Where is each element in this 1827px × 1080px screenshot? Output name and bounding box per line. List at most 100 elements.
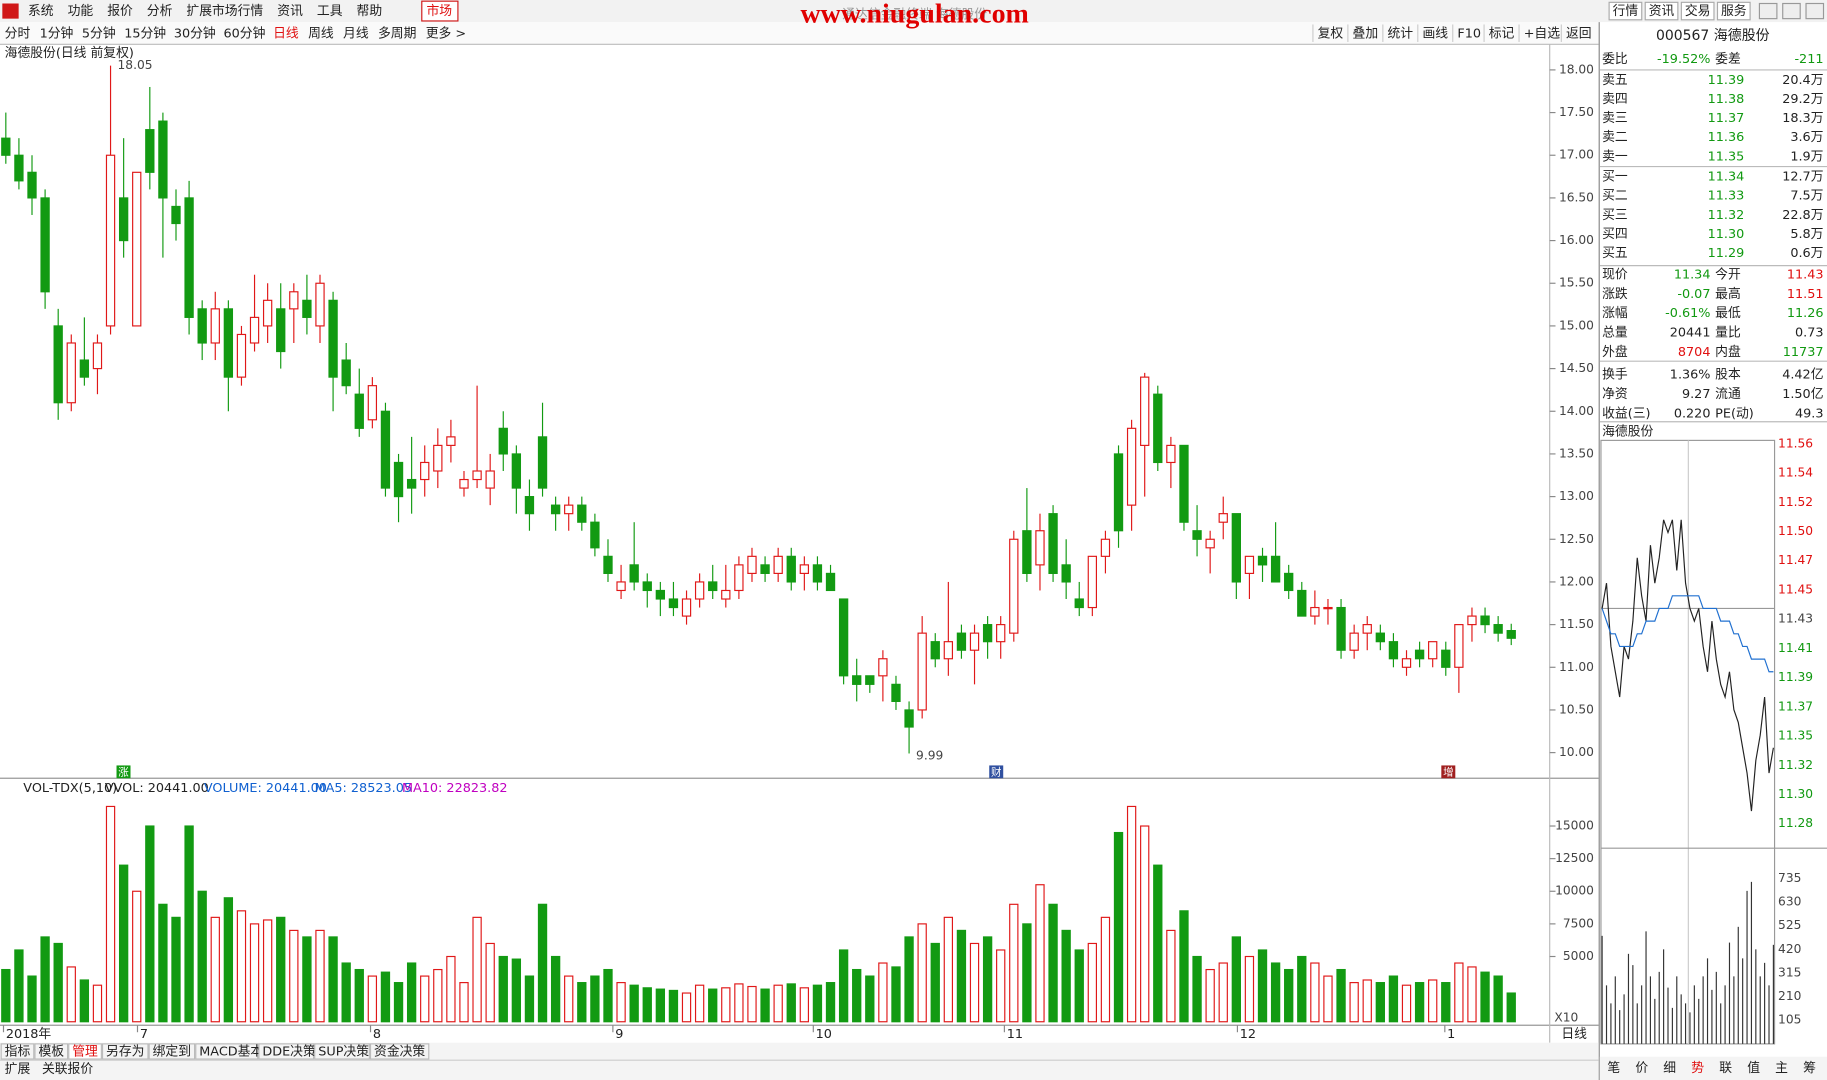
period-button[interactable]: 日线 bbox=[273, 26, 299, 41]
bottom-tab-label[interactable]: 另存为 bbox=[106, 1045, 144, 1060]
candle-body bbox=[1074, 598, 1084, 609]
top-button-label[interactable]: 行情 bbox=[1613, 4, 1639, 19]
window-button[interactable] bbox=[1758, 2, 1778, 20]
period-button[interactable]: 1分钟 bbox=[40, 25, 74, 41]
candle-body bbox=[328, 299, 338, 378]
period-button[interactable]: 60分钟 bbox=[223, 25, 265, 41]
bottom-tab-label[interactable]: 模板 bbox=[38, 1045, 64, 1060]
tool-button[interactable]: F10 bbox=[1457, 26, 1481, 41]
quote-value: -211 bbox=[1794, 52, 1823, 67]
app-icon bbox=[2, 3, 19, 19]
minute-vol-label: 210 bbox=[1778, 989, 1801, 1003]
menu-item[interactable]: 功能 bbox=[68, 4, 94, 19]
bottom-tab[interactable] bbox=[101, 1043, 149, 1060]
top-button[interactable] bbox=[1680, 1, 1715, 21]
period-button[interactable]: 5分钟 bbox=[82, 25, 116, 41]
minute-y-label: 11.56 bbox=[1778, 436, 1813, 450]
bottom-tab-label[interactable]: 扩展 bbox=[5, 1062, 31, 1077]
candle-body bbox=[459, 478, 469, 489]
menu-item[interactable]: 资讯 bbox=[277, 4, 303, 19]
bottom-tab-label[interactable]: 指标 bbox=[5, 1045, 31, 1060]
volume-bar bbox=[786, 983, 796, 1023]
volume-bar bbox=[930, 942, 940, 1023]
minute-tab[interactable]: 价 bbox=[1635, 1061, 1648, 1076]
menu-item[interactable]: 分析 bbox=[147, 4, 173, 19]
period-button[interactable]: 多周期 bbox=[378, 26, 416, 41]
bottom-tab[interactable] bbox=[258, 1043, 315, 1060]
top-button[interactable] bbox=[1608, 1, 1643, 21]
minute-tab[interactable]: 值 bbox=[1747, 1060, 1760, 1076]
book-price: 11.37 bbox=[1708, 111, 1745, 126]
volume-bar bbox=[158, 903, 168, 1023]
minute-tab[interactable]: 势 bbox=[1691, 1060, 1704, 1076]
volume-bar bbox=[92, 984, 103, 1023]
window-button[interactable] bbox=[1805, 2, 1825, 20]
volume-bar bbox=[14, 949, 24, 1023]
candle-body bbox=[1297, 589, 1307, 617]
bottom-tab[interactable] bbox=[369, 1043, 430, 1060]
volume-bar bbox=[79, 979, 90, 1023]
tool-button[interactable]: 复权 bbox=[1318, 25, 1344, 41]
minute-tab[interactable]: 联 bbox=[1719, 1061, 1732, 1076]
period-button[interactable]: 月线 bbox=[343, 26, 369, 41]
tool-button[interactable]: 返回 bbox=[1566, 26, 1592, 41]
candle-body bbox=[14, 154, 24, 182]
period-button[interactable]: 周线 bbox=[308, 26, 334, 41]
top-button-label[interactable]: 交易 bbox=[1685, 3, 1711, 19]
menu-item[interactable]: 帮助 bbox=[357, 4, 383, 19]
minute-tab[interactable]: 笔 bbox=[1607, 1060, 1620, 1076]
candle-body bbox=[550, 504, 561, 515]
menu-item[interactable]: 工具 bbox=[317, 4, 343, 19]
book-level: 卖一 bbox=[1602, 149, 1628, 164]
minute-y-label: 11.43 bbox=[1778, 612, 1813, 626]
volume-bar bbox=[668, 989, 679, 1023]
top-button-label[interactable]: 资讯 bbox=[1649, 4, 1675, 19]
window-button[interactable] bbox=[1782, 2, 1801, 20]
menu-item[interactable]: 扩展市场行情 bbox=[186, 3, 263, 19]
tool-button[interactable]: 画线 bbox=[1422, 26, 1448, 41]
bottom-tab[interactable] bbox=[34, 1043, 69, 1060]
minute-tab[interactable]: 主 bbox=[1775, 1061, 1788, 1076]
market-tab-label[interactable]: 市场 bbox=[426, 3, 452, 19]
bottom-tab[interactable] bbox=[68, 1043, 102, 1060]
candle-body bbox=[1192, 530, 1202, 540]
period-button[interactable]: 15分钟 bbox=[124, 25, 166, 41]
tool-button[interactable]: 标记 bbox=[1489, 26, 1515, 41]
bottom-tab-label[interactable]: 资金决策 bbox=[374, 1044, 425, 1060]
minute-tab[interactable]: 筹 bbox=[1803, 1060, 1816, 1076]
menu-item[interactable]: 系统 bbox=[28, 4, 54, 19]
candle-body bbox=[655, 589, 666, 600]
volume-bar bbox=[891, 966, 901, 1023]
period-button[interactable]: 更多 > bbox=[426, 26, 466, 41]
candle-body bbox=[354, 393, 364, 429]
tool-button[interactable]: +自选 bbox=[1524, 26, 1561, 41]
bottom-tab[interactable] bbox=[314, 1043, 370, 1060]
bottom-tab-label[interactable]: 管理 bbox=[72, 1045, 98, 1060]
bottom-tab[interactable] bbox=[195, 1043, 259, 1060]
bottom-tab-label[interactable]: SUP决策 bbox=[318, 1044, 369, 1060]
bottom-tab-label[interactable]: DDE决策 bbox=[262, 1044, 316, 1060]
market-tab[interactable] bbox=[421, 0, 459, 22]
tool-button[interactable]: 统计 bbox=[1387, 26, 1413, 41]
volume-bar bbox=[1257, 949, 1268, 1023]
book-level: 买一 bbox=[1602, 170, 1628, 185]
menu-item[interactable]: 报价 bbox=[107, 4, 133, 19]
bottom-tab-label[interactable]: 关联报价 bbox=[42, 1062, 93, 1077]
candle-body bbox=[537, 436, 548, 489]
bottom-tab-label[interactable]: MACD基本 bbox=[199, 1045, 263, 1060]
bottom-tab[interactable] bbox=[148, 1043, 196, 1060]
minute-tab[interactable]: 细 bbox=[1663, 1061, 1676, 1076]
period-button[interactable]: 分时 bbox=[5, 26, 31, 41]
minute-y-label: 11.28 bbox=[1778, 816, 1813, 830]
bottom-tab[interactable] bbox=[0, 1043, 35, 1060]
volume-bar bbox=[472, 916, 482, 1023]
top-button[interactable] bbox=[1644, 1, 1679, 21]
tool-button[interactable]: 叠加 bbox=[1353, 26, 1379, 41]
volume-bar bbox=[236, 910, 247, 1023]
period-button[interactable]: 30分钟 bbox=[174, 25, 216, 41]
top-button-label[interactable]: 服务 bbox=[1721, 3, 1747, 19]
candle-body bbox=[184, 197, 194, 318]
bottom-tab-label[interactable]: 绑定到 bbox=[153, 1045, 191, 1060]
top-button[interactable] bbox=[1716, 1, 1751, 21]
volume-bar bbox=[1022, 923, 1032, 1023]
